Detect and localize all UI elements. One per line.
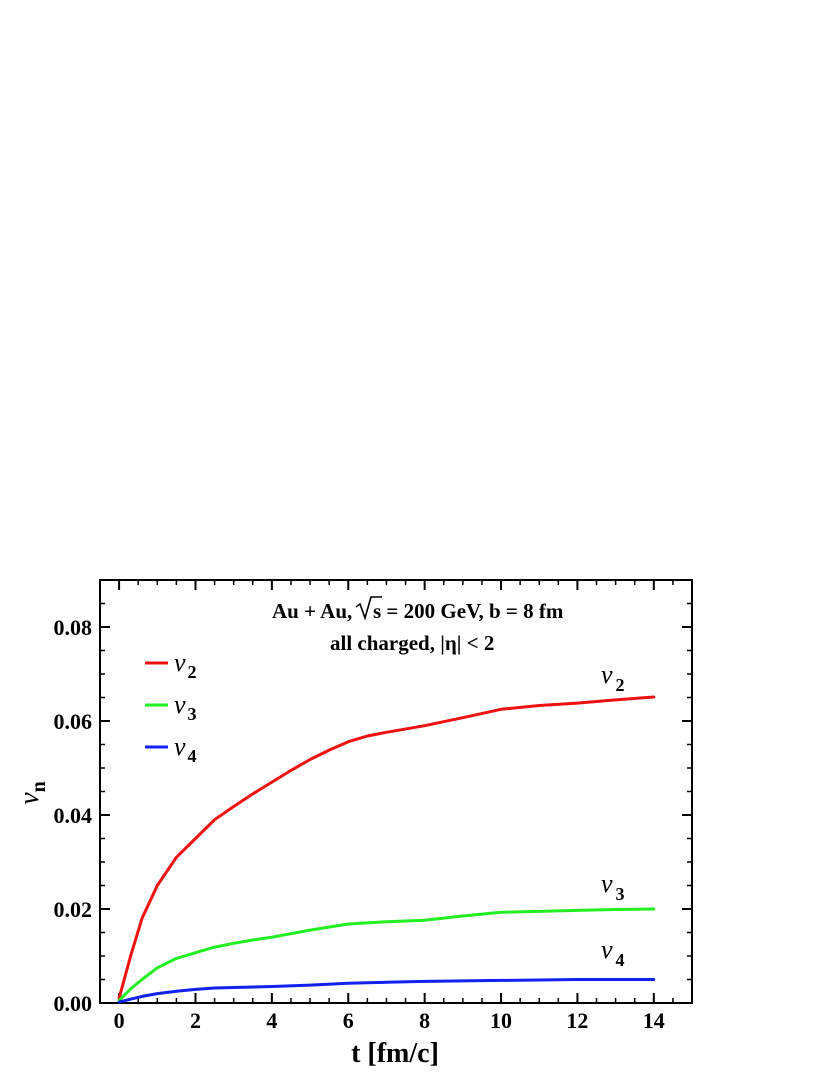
y-axis-title: vn	[14, 781, 50, 805]
series-line-v2	[117, 695, 656, 1000]
y-tick-label: 0.06	[54, 709, 93, 734]
svg-text:vn: vn	[14, 781, 50, 805]
sqrt-icon	[355, 596, 382, 621]
series-end-labels: v 2 v 3 v 4	[601, 660, 625, 970]
x-tick-label: 0	[114, 1008, 125, 1033]
y-tick-label: 0.02	[54, 897, 93, 922]
y-tick-label: 0.08	[54, 615, 93, 640]
annotation-line2: all charged, |η| < 2	[330, 631, 494, 655]
series-line-v4	[117, 978, 656, 1004]
x-axis-title: t [fm/c]	[351, 1038, 439, 1069]
x-tick-label: 2	[190, 1008, 201, 1033]
x-tick-label: 12	[566, 1008, 588, 1033]
legend: v 2 v 3 v 4	[145, 648, 197, 766]
x-tick-label: 6	[343, 1008, 354, 1033]
y-tick-label: 0.04	[54, 803, 93, 828]
y-axis-title-sub: n	[28, 781, 50, 792]
y-tick-label: 0.00	[54, 991, 93, 1016]
x-tick-label: 4	[266, 1008, 277, 1033]
annotation-line1: Au + Au,	[272, 599, 352, 623]
annotation-line1-b: s = 200 GeV, b = 8 fm	[373, 599, 564, 623]
y-axis-title-main: v	[14, 792, 45, 805]
axis-ticks	[99, 579, 693, 1004]
x-tick-label: 8	[419, 1008, 430, 1033]
annotation-line1-a: Au + Au,	[272, 599, 352, 623]
x-tick-label: 10	[490, 1008, 512, 1033]
series-line-v3	[117, 907, 656, 1003]
series-lines	[117, 695, 656, 1004]
tick-labels: 0 2 4 6 8 10 12 14 0.00 0.02 0.04 0.06 0.08	[54, 615, 665, 1033]
x-tick-label: 14	[643, 1008, 665, 1033]
